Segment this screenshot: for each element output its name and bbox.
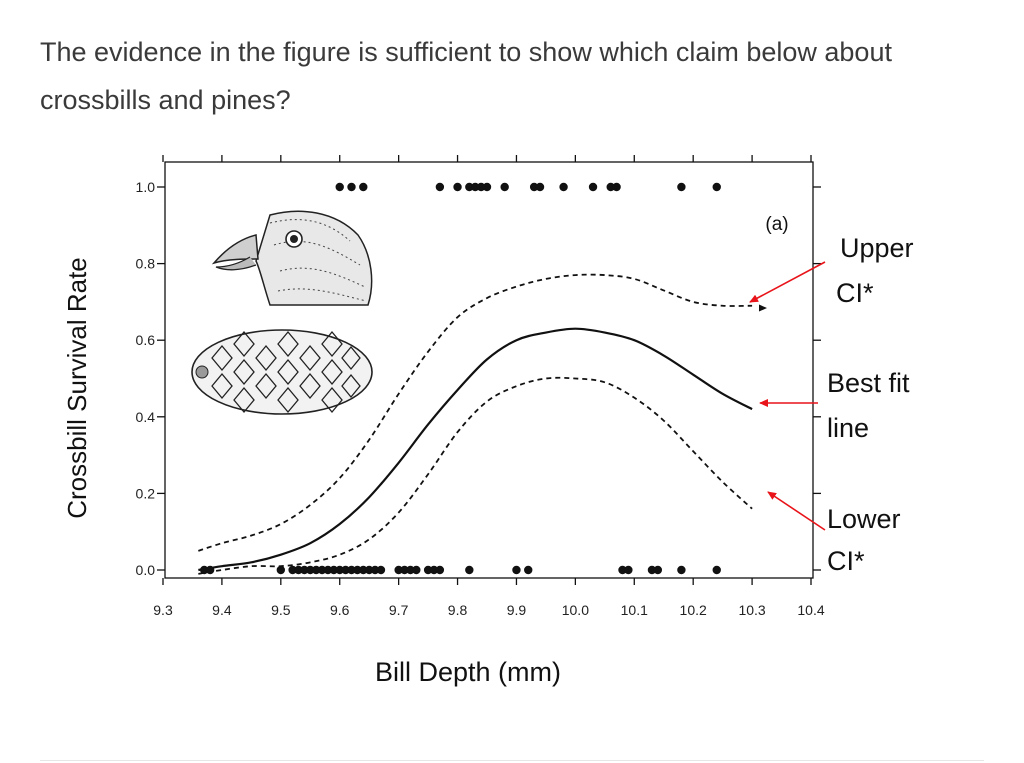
died-point (294, 565, 303, 575)
died-point (394, 565, 403, 575)
upper-ci-label-line2: CI* (836, 278, 874, 308)
best-fit-label-line2: line (827, 413, 869, 443)
survived-point (471, 182, 480, 192)
divider (40, 760, 984, 761)
best-fit-label-line1: Best fit (827, 368, 910, 398)
x-tick-label: 9.3 (153, 602, 173, 618)
x-tick-label: 9.4 (212, 602, 232, 618)
x-tick-label: 9.7 (389, 602, 409, 618)
pine-cone-illustration (191, 329, 373, 415)
lower-ci-label-line1: Lower (827, 504, 901, 534)
died-point (300, 565, 309, 575)
died-point (341, 565, 350, 575)
died-point (412, 565, 421, 575)
panel-label: (a) (765, 214, 788, 235)
survived-points (335, 182, 721, 192)
x-axis-label: Bill Depth (mm) (375, 657, 561, 687)
died-point (376, 565, 386, 575)
x-tick-label: 9.6 (330, 602, 350, 618)
died-point (306, 565, 315, 575)
died-point (317, 565, 327, 575)
survived-point (500, 182, 509, 192)
died-point (712, 565, 721, 575)
died-point (647, 565, 657, 575)
best-fit-line (198, 327, 753, 572)
x-axis-ticks (162, 155, 812, 585)
lower-ci-line (198, 376, 753, 575)
survived-point (677, 182, 686, 192)
survived-point (612, 182, 621, 192)
upper-ci-line (198, 273, 753, 552)
survived-point (347, 182, 356, 192)
x-tick-label: 10.1 (621, 602, 648, 618)
died-point (677, 565, 686, 575)
survived-point (435, 182, 445, 192)
died-point (364, 565, 374, 575)
died-point (618, 565, 627, 575)
series-layer (198, 273, 753, 575)
died-point (524, 565, 533, 575)
died-point (335, 565, 344, 575)
x-tick-label: 9.9 (507, 602, 527, 618)
y-tick-label: 0.0 (136, 562, 156, 578)
died-point (200, 565, 209, 575)
y-tick-label: 0.2 (136, 485, 156, 501)
survived-point (335, 182, 344, 192)
died-points (200, 565, 721, 575)
y-tick-label: 0.4 (136, 409, 156, 425)
died-point (359, 565, 368, 575)
survived-point (559, 182, 568, 192)
y-tick-label: 0.6 (136, 332, 156, 348)
died-point (205, 565, 215, 575)
died-point (423, 565, 433, 575)
survived-point (453, 182, 462, 192)
y-tick-label: 0.8 (136, 256, 156, 272)
survived-point (529, 182, 539, 192)
survived-point (588, 182, 598, 192)
died-point (311, 565, 321, 575)
x-tick-label: 10.0 (562, 602, 589, 618)
died-point (512, 565, 521, 575)
survived-point (482, 182, 492, 192)
x-tick-label: 10.3 (738, 602, 765, 618)
plot-frame (164, 161, 814, 579)
died-point (406, 565, 415, 575)
survived-point (712, 182, 721, 192)
upper-ci-arrow (749, 261, 826, 303)
died-point (276, 565, 286, 575)
died-point (353, 565, 362, 575)
survived-point (465, 182, 474, 192)
x-tick-label: 9.8 (448, 602, 468, 618)
died-point (400, 565, 409, 575)
died-point (329, 565, 339, 575)
x-tick-label: 9.5 (271, 602, 291, 618)
died-point (653, 565, 663, 575)
died-point (429, 565, 439, 575)
y-axis-tick-labels: 0.0 0.2 0.4 0.6 0.8 1.0 (136, 179, 156, 578)
x-tick-label: 10.4 (797, 602, 824, 618)
died-point (370, 565, 380, 575)
survived-point (359, 182, 368, 192)
died-point (288, 565, 297, 575)
died-point (435, 565, 445, 575)
died-point (347, 565, 356, 575)
x-tick-label: 10.2 (680, 602, 707, 618)
survived-point (476, 182, 486, 192)
x-axis-tick-labels: 9.3 9.4 9.5 9.6 9.7 9.8 9.9 10.0 10.1 10.2 10.3 10.… (153, 602, 825, 618)
died-point (465, 565, 474, 575)
crossbill-illustration (211, 210, 373, 306)
lower-ci-label-line2: CI* (827, 546, 865, 576)
died-point (323, 565, 333, 575)
survived-point (606, 182, 615, 192)
survived-point (535, 182, 545, 192)
lower-ci-arrow (767, 491, 826, 531)
y-tick-label: 1.0 (136, 179, 156, 195)
y-axis-ticks (157, 186, 821, 571)
question-text: The evidence in the figure is sufficient… (40, 37, 892, 115)
y-axis-label: Crossbill Survival Rate (62, 257, 92, 519)
died-point (624, 565, 633, 575)
upper-ci-label-line1: Upper (840, 233, 914, 263)
